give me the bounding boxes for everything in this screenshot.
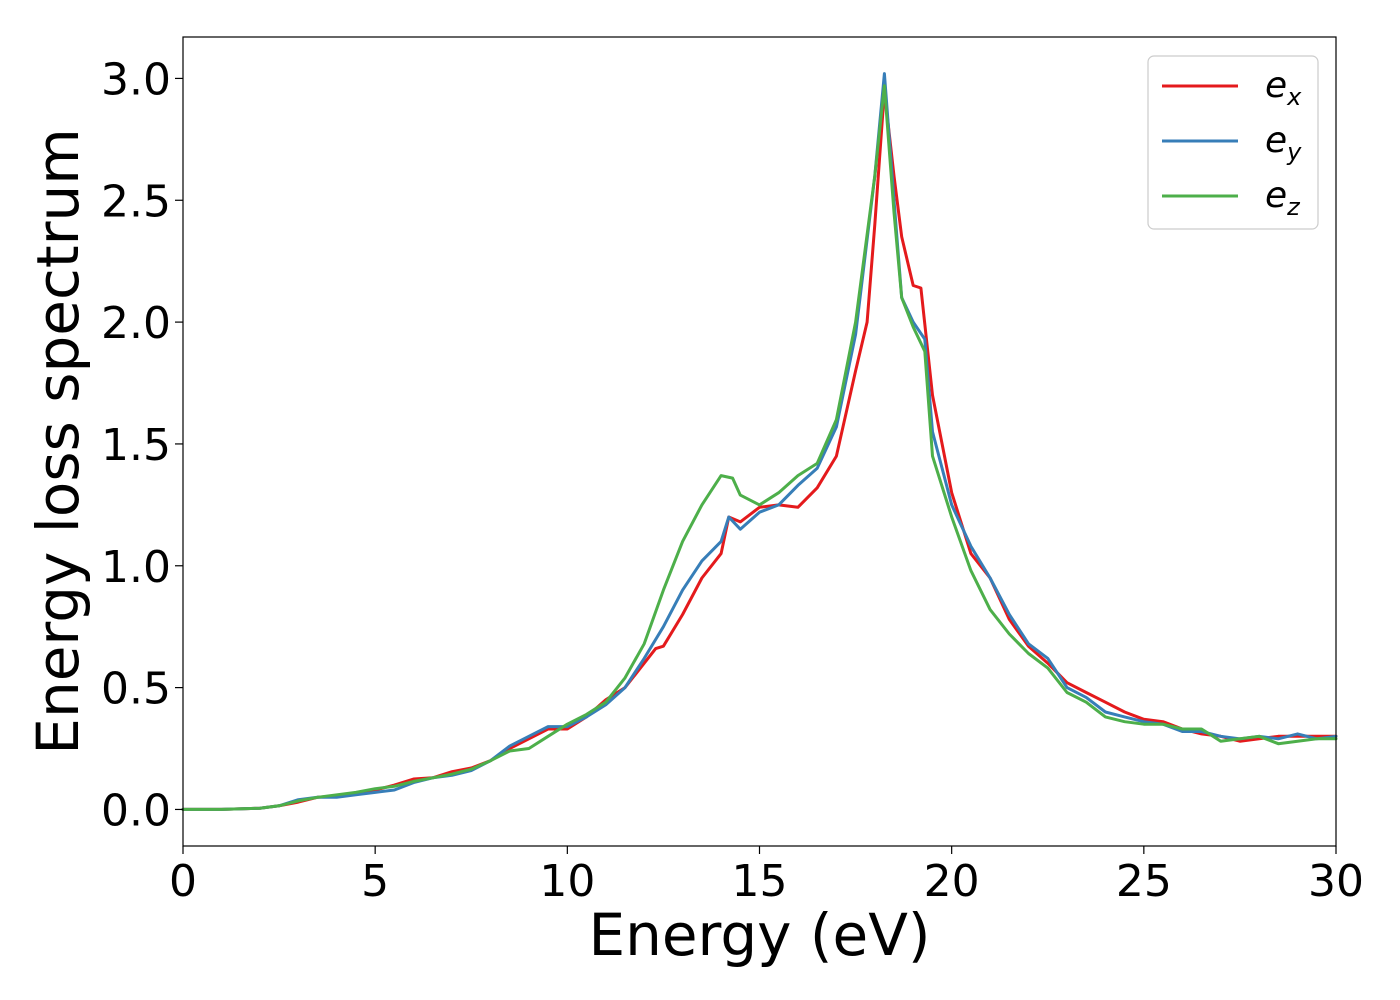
y-tick-label: 2.0 (101, 298, 171, 349)
y-axis: 0.0 0.5 1.0 1.5 2.0 2.5 3.0 (101, 54, 183, 836)
x-tick-label: 15 (732, 856, 788, 907)
x-tick-label: 20 (924, 856, 980, 907)
axes-frame (182, 36, 1337, 847)
x-tick-label: 10 (539, 856, 595, 907)
x-tick-label: 25 (1116, 856, 1172, 907)
x-axis: 0 5 10 15 20 25 30 (169, 846, 1364, 907)
legend: ex ey ez (1147, 55, 1319, 230)
y-axis-label: Energy loss spectrum (24, 128, 92, 754)
series-line-z (181, 84, 1338, 811)
plot-area (181, 72, 1338, 811)
y-tick-label: 0.0 (101, 785, 171, 836)
y-tick-label: 1.5 (101, 420, 171, 471)
legend-label-y: ey (1265, 120, 1302, 166)
y-tick-label: 0.5 (101, 664, 171, 715)
y-tick-label: 2.5 (101, 176, 171, 227)
y-tick-label: 1.0 (101, 542, 171, 593)
y-tick-label: 3.0 (101, 54, 171, 105)
x-tick-label: 0 (169, 856, 197, 907)
x-tick-label: 5 (361, 856, 389, 907)
legend-label-x: ex (1265, 65, 1302, 111)
legend-label-z: ez (1265, 175, 1301, 221)
x-tick-label: 30 (1308, 856, 1364, 907)
x-axis-label: Energy (eV) (588, 901, 930, 969)
